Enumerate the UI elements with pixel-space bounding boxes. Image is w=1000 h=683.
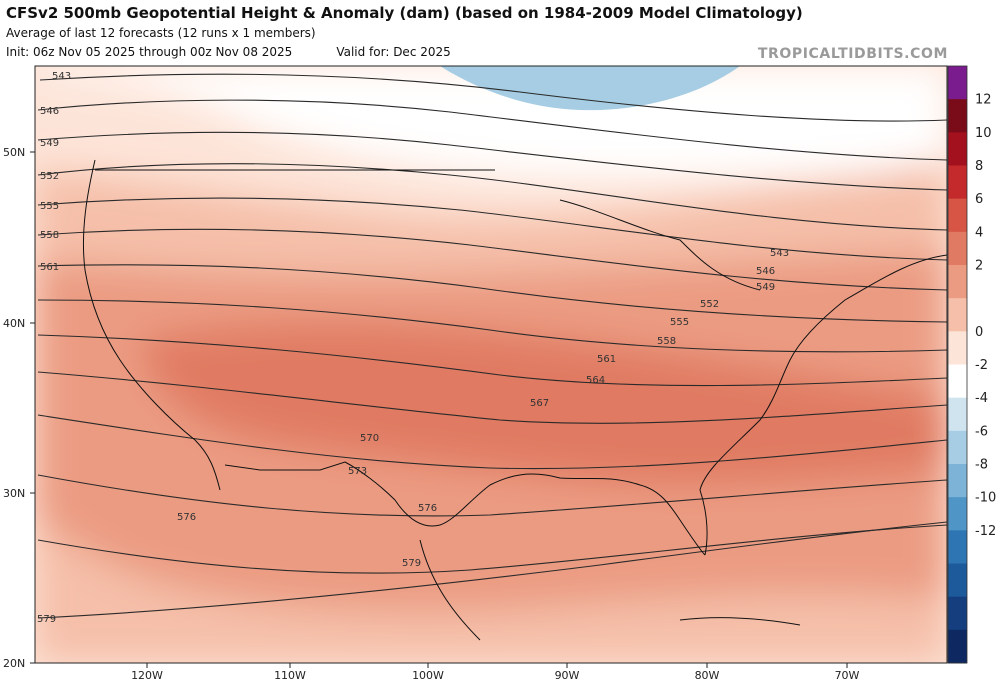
contour-label: 558 [40, 230, 59, 241]
colorbar-swatch [948, 231, 967, 266]
lat-label: 20N [3, 657, 25, 670]
colorbar-swatch [948, 430, 967, 465]
contour-label: 561 [40, 262, 59, 273]
cuba-outline [679, 617, 801, 626]
anomaly-shading [35, 66, 947, 663]
colorbar-tick-label: -4 [975, 391, 988, 406]
contour-label: 549 [756, 282, 775, 293]
colorbar-swatch [948, 364, 967, 399]
colorbar-tick-label: -12 [975, 524, 996, 539]
colorbar-swatch [948, 165, 967, 200]
colorbar-swatch [948, 629, 967, 664]
colorbar-swatches [948, 66, 967, 664]
colorbar-swatch [948, 198, 967, 233]
anomaly-6-area [140, 323, 947, 485]
lat-label: 30N [3, 487, 25, 500]
valid-text: Valid for: Dec 2025 [336, 45, 451, 59]
lon-label: 90W [555, 669, 580, 682]
contour-label: 558 [657, 336, 676, 347]
contour-label: 546 [40, 106, 59, 117]
colorbar-tick-label: -8 [975, 458, 988, 473]
colorbar-tick-label: -2 [975, 358, 988, 373]
west-coast [82, 159, 221, 491]
colorbar-tick-label: 6 [975, 192, 983, 207]
colorbar-swatch [948, 397, 967, 432]
great-lakes-area [559, 199, 761, 291]
coastlines-borders [82, 159, 947, 641]
contour-label: 543 [770, 248, 789, 259]
colorbar-swatch [948, 99, 967, 133]
colorbar-swatch [948, 497, 967, 531]
lat-label: 50N [3, 146, 25, 159]
contour-label: 555 [40, 201, 59, 212]
colorbar-swatch [948, 530, 967, 564]
south-border-gulf [224, 461, 706, 556]
contour-label: 576 [177, 512, 196, 523]
negative-anomaly-area [440, 66, 740, 111]
contour-label: 552 [40, 171, 59, 182]
contour-label: 549 [40, 138, 59, 149]
lon-label: 100W [412, 669, 444, 682]
latitude-axis: 50N 40N 30N 20N [3, 146, 35, 670]
lat-label: 40N [3, 317, 25, 330]
longitude-axis: 120W 110W 100W 90W 80W 70W [131, 663, 860, 682]
colorbar-swatch [948, 563, 967, 598]
contour-label: 570 [360, 433, 379, 444]
init-valid-line: Init: 06z Nov 05 2025 through 00z Nov 08… [6, 45, 495, 59]
colorbar-swatch [948, 331, 967, 365]
contour-label: 564 [586, 375, 605, 386]
brand-watermark: TROPICALTIDBITS.COM [757, 46, 948, 62]
map-subtitle: Average of last 12 forecasts (12 runs x … [6, 26, 316, 40]
colorbar: 12 10 8 6 4 2 0 -2 -4 -6 -8 -10 -12 [947, 65, 996, 664]
lon-label: 110W [274, 669, 306, 682]
contour-label: 579 [37, 614, 56, 625]
lon-label: 120W [131, 669, 163, 682]
colorbar-tick-label: -10 [975, 491, 996, 506]
colorbar-tick-label: -6 [975, 424, 988, 439]
colorbar-tick-label: 8 [975, 159, 983, 174]
colorbar-labels: 12 10 8 6 4 2 0 -2 -4 -6 -8 -10 -12 [975, 93, 996, 539]
neutral-anomaly-area [35, 66, 947, 178]
contour-label: 567 [530, 398, 549, 409]
colorbar-swatch [948, 66, 967, 100]
contour-label: 555 [670, 317, 689, 328]
contour-label: 573 [348, 466, 367, 477]
colorbar-frame [947, 65, 968, 664]
colorbar-swatch [948, 464, 967, 498]
contour-label: 543 [52, 71, 71, 82]
init-text: Init: 06z Nov 05 2025 through 00z Nov 08… [6, 45, 293, 59]
lon-label: 80W [695, 669, 720, 682]
contour-label: 579 [402, 558, 421, 569]
mexico-coast [419, 539, 481, 641]
colorbar-tick-label: 10 [975, 126, 992, 141]
colorbar-swatch [948, 596, 967, 631]
colorbar-tick-label: 2 [975, 259, 983, 274]
lon-label: 70W [835, 669, 860, 682]
colorbar-swatch [948, 132, 967, 166]
colorbar-swatch [948, 265, 967, 299]
contour-label: 552 [700, 299, 719, 310]
map-frame [34, 65, 948, 664]
contour-label: 576 [418, 503, 437, 514]
east-coast [699, 254, 947, 556]
contour-label: 561 [597, 354, 616, 365]
colorbar-tick-label: 12 [975, 93, 992, 108]
height-contours [37, 73, 947, 619]
map-title: CFSv2 500mb Geopotential Height & Anomal… [6, 4, 803, 22]
colorbar-tick-label: 0 [975, 325, 983, 340]
contour-label: 546 [756, 266, 775, 277]
colorbar-tick-label: 4 [975, 225, 983, 240]
contour-labels: 543 546 549 552 555 558 561 543 546 549 … [37, 71, 789, 625]
colorbar-swatch [948, 298, 967, 332]
